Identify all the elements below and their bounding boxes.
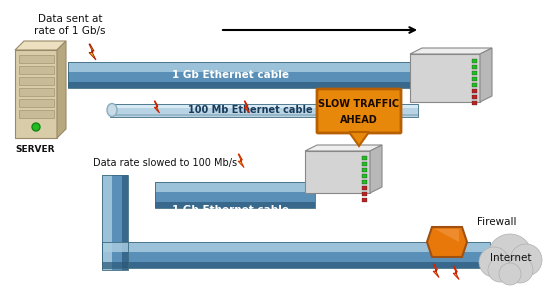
Bar bbox=[155, 182, 315, 208]
Bar bbox=[362, 192, 367, 196]
Text: SERVER: SERVER bbox=[15, 145, 55, 154]
FancyBboxPatch shape bbox=[317, 89, 401, 133]
Polygon shape bbox=[453, 266, 459, 280]
Polygon shape bbox=[349, 132, 369, 146]
Circle shape bbox=[510, 244, 542, 276]
FancyBboxPatch shape bbox=[15, 50, 57, 138]
Bar bbox=[155, 202, 315, 208]
Bar bbox=[68, 62, 418, 88]
Bar bbox=[155, 182, 315, 208]
Bar bbox=[472, 65, 477, 69]
Bar bbox=[68, 82, 418, 88]
Circle shape bbox=[479, 247, 509, 277]
Polygon shape bbox=[305, 145, 382, 151]
FancyBboxPatch shape bbox=[19, 88, 53, 96]
Text: AHEAD: AHEAD bbox=[340, 115, 378, 125]
Polygon shape bbox=[480, 48, 492, 102]
Bar bbox=[110, 103, 418, 117]
Polygon shape bbox=[433, 264, 439, 278]
Bar bbox=[362, 186, 367, 190]
Polygon shape bbox=[244, 101, 250, 113]
Bar bbox=[110, 103, 418, 117]
Bar bbox=[362, 156, 367, 160]
Bar bbox=[102, 175, 128, 270]
Bar bbox=[102, 262, 490, 268]
Polygon shape bbox=[410, 48, 492, 54]
Bar bbox=[472, 71, 477, 75]
Bar bbox=[305, 151, 370, 193]
Text: Data rate slowed to 100 Mb/s: Data rate slowed to 100 Mb/s bbox=[93, 158, 237, 168]
Bar bbox=[362, 174, 367, 178]
Polygon shape bbox=[370, 145, 382, 193]
FancyBboxPatch shape bbox=[19, 98, 53, 107]
Text: Data sent at
rate of 1 Gb/s: Data sent at rate of 1 Gb/s bbox=[34, 14, 106, 36]
Text: Firewall: Firewall bbox=[477, 217, 516, 227]
Circle shape bbox=[499, 263, 521, 285]
Text: 1 Gb Ethernet cable: 1 Gb Ethernet cable bbox=[172, 70, 289, 80]
Ellipse shape bbox=[107, 103, 117, 117]
Polygon shape bbox=[238, 154, 244, 168]
Circle shape bbox=[32, 123, 40, 131]
Bar bbox=[472, 101, 477, 105]
Circle shape bbox=[507, 257, 533, 283]
Text: SLOW TRAFFIC: SLOW TRAFFIC bbox=[318, 99, 399, 109]
Polygon shape bbox=[57, 41, 66, 138]
Bar bbox=[472, 89, 477, 93]
Bar bbox=[110, 103, 418, 109]
FancyBboxPatch shape bbox=[19, 109, 53, 118]
Text: 100 Mb Ethernet cable: 100 Mb Ethernet cable bbox=[188, 105, 312, 115]
Bar bbox=[110, 114, 418, 117]
Bar bbox=[122, 175, 128, 270]
Polygon shape bbox=[334, 101, 339, 113]
Bar bbox=[155, 182, 315, 192]
Bar bbox=[472, 59, 477, 63]
Bar bbox=[410, 54, 480, 102]
FancyBboxPatch shape bbox=[19, 65, 53, 73]
Polygon shape bbox=[435, 229, 459, 242]
Circle shape bbox=[488, 234, 532, 278]
Bar bbox=[68, 62, 418, 72]
Polygon shape bbox=[427, 227, 467, 257]
Text: 1 Gb Ethernet cable: 1 Gb Ethernet cable bbox=[172, 205, 289, 215]
Bar bbox=[102, 242, 490, 268]
Bar bbox=[472, 95, 477, 99]
Bar bbox=[472, 83, 477, 87]
Text: Internet: Internet bbox=[490, 253, 532, 263]
Bar bbox=[362, 168, 367, 172]
Bar bbox=[362, 162, 367, 166]
Bar bbox=[472, 77, 477, 81]
Circle shape bbox=[488, 258, 512, 282]
Bar bbox=[102, 175, 128, 270]
FancyBboxPatch shape bbox=[19, 54, 53, 62]
Polygon shape bbox=[89, 44, 96, 60]
FancyBboxPatch shape bbox=[19, 77, 53, 84]
Polygon shape bbox=[15, 41, 66, 50]
Bar bbox=[102, 242, 490, 252]
Bar bbox=[362, 198, 367, 202]
Bar bbox=[362, 180, 367, 184]
Bar bbox=[102, 175, 112, 270]
Bar bbox=[68, 62, 418, 88]
Bar bbox=[102, 242, 490, 268]
Polygon shape bbox=[154, 101, 160, 113]
